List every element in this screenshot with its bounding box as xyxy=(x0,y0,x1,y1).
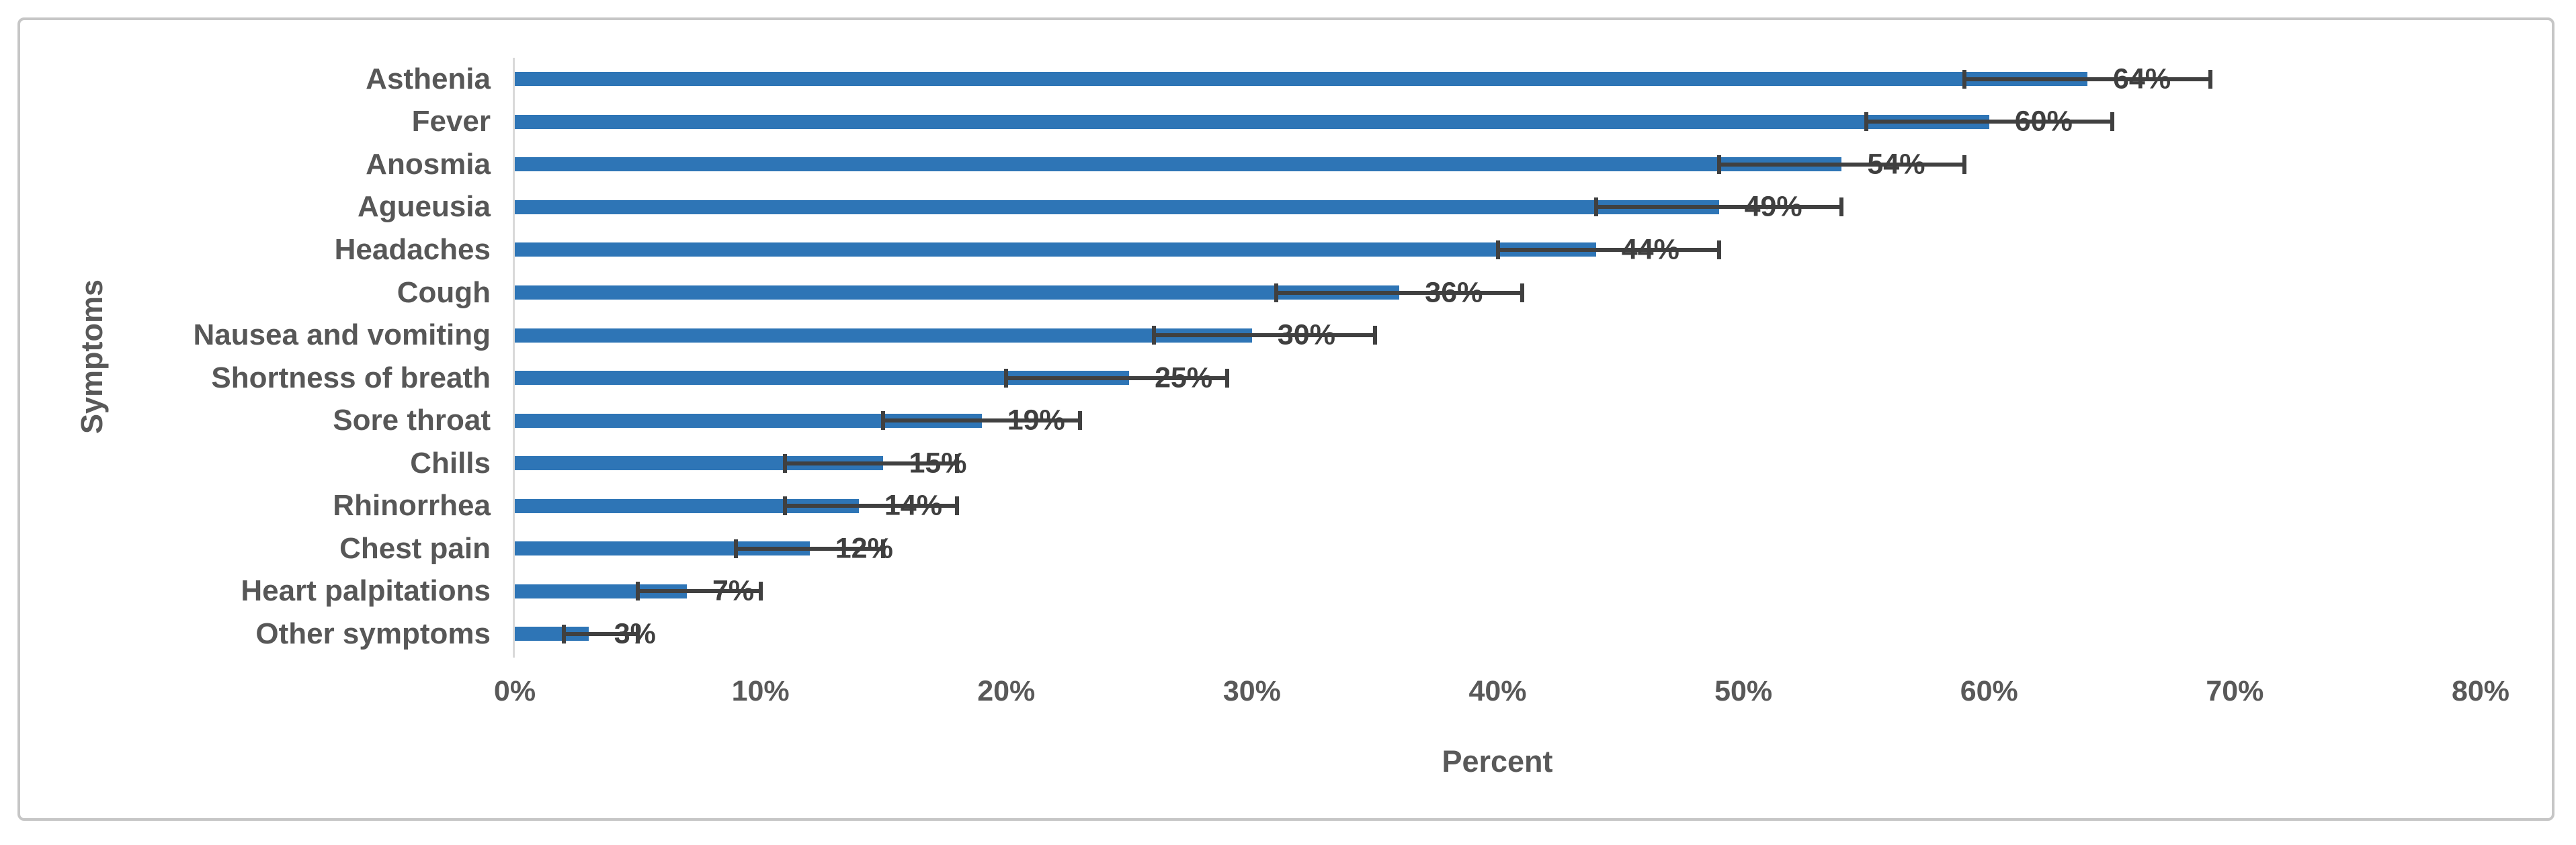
category-label: Shortness of breath xyxy=(211,361,491,394)
error-bar-high-cap xyxy=(635,624,640,643)
category-label: Anosmia xyxy=(366,147,491,181)
category-label: Fever xyxy=(411,105,491,138)
bar xyxy=(515,285,1400,300)
data-label: 49% xyxy=(1744,190,1802,223)
error-bar-low-cap xyxy=(1593,197,1598,217)
x-tick-label: 70% xyxy=(2206,675,2264,707)
x-tick-label: 20% xyxy=(977,675,1036,707)
error-bar-low-cap xyxy=(1716,154,1721,174)
x-tick-label: 60% xyxy=(1960,675,2018,707)
x-tick-label: 30% xyxy=(1222,675,1281,707)
error-bar-high-cap xyxy=(1225,368,1230,388)
bar xyxy=(515,627,589,641)
category-label: Heart palpitations xyxy=(241,574,491,608)
error-bar xyxy=(1866,120,2112,124)
category-label: Rhinorrhea xyxy=(333,489,491,523)
bar xyxy=(515,456,884,471)
error-bar-high-cap xyxy=(1520,283,1525,302)
error-bar xyxy=(1153,333,1375,338)
error-bar-high-cap xyxy=(955,496,960,516)
error-bar-low-cap xyxy=(783,453,788,473)
bar xyxy=(515,498,859,513)
error-bar-high-cap xyxy=(1839,197,1844,217)
error-bar-low-cap xyxy=(635,582,640,601)
x-tick-label: 10% xyxy=(731,675,790,707)
error-bar xyxy=(1276,290,1523,295)
category-label: Nausea and vomiting xyxy=(193,318,491,352)
error-bar-high-cap xyxy=(1716,240,1721,259)
category-label: Agueusia xyxy=(357,190,491,224)
error-bar xyxy=(883,418,1080,423)
data-label: 3% xyxy=(614,617,656,650)
error-bar-low-cap xyxy=(1004,368,1009,388)
error-bar xyxy=(736,546,884,551)
error-bar-low-cap xyxy=(1864,112,1868,132)
error-bar-high-cap xyxy=(1077,411,1082,431)
error-bar-low-cap xyxy=(783,496,788,516)
data-label: 36% xyxy=(1425,276,1483,309)
category-label: Headaches xyxy=(334,232,491,266)
x-tick-label: 80% xyxy=(2451,675,2510,707)
error-bar-high-cap xyxy=(2208,69,2212,89)
error-bar-high-cap xyxy=(881,539,886,558)
data-label: 64% xyxy=(2113,62,2171,95)
error-bar xyxy=(1964,77,2210,81)
error-bar-low-cap xyxy=(1151,326,1156,345)
data-label: 44% xyxy=(1621,233,1679,266)
error-bar xyxy=(637,589,761,594)
category-label: Asthenia xyxy=(366,62,491,95)
error-bar xyxy=(1595,205,1842,210)
bar xyxy=(515,242,1596,257)
data-label: 15% xyxy=(909,447,967,480)
error-bar-low-cap xyxy=(562,624,567,643)
bar xyxy=(515,413,982,428)
error-bar-low-cap xyxy=(734,539,739,558)
error-bar xyxy=(1718,162,1965,167)
error-bar xyxy=(1497,247,1719,252)
category-axis-line xyxy=(513,58,515,658)
data-label: 12% xyxy=(835,532,893,565)
data-label: 7% xyxy=(712,574,755,607)
category-label: Sore throat xyxy=(333,404,491,437)
error-bar-high-cap xyxy=(955,453,960,473)
error-bar xyxy=(564,631,638,636)
bar xyxy=(515,328,1252,343)
category-label: Chills xyxy=(410,446,491,480)
error-bar-low-cap xyxy=(1274,283,1279,302)
category-label: Cough xyxy=(397,275,491,309)
error-bar xyxy=(785,461,958,465)
error-bar-high-cap xyxy=(758,582,763,601)
x-tick-label: 0% xyxy=(493,675,536,707)
category-label: Other symptoms xyxy=(255,617,491,650)
error-bar-high-cap xyxy=(1372,326,1377,345)
x-tick-label: 50% xyxy=(1714,675,1773,707)
error-bar xyxy=(785,504,958,508)
bar xyxy=(515,371,1130,386)
bar xyxy=(515,114,1989,129)
data-label: 19% xyxy=(1007,404,1065,437)
data-label: 30% xyxy=(1277,318,1335,351)
data-label: 54% xyxy=(1867,148,1925,181)
bar xyxy=(515,584,687,598)
error-bar-high-cap xyxy=(2110,112,2114,132)
data-label: 25% xyxy=(1155,361,1213,394)
bar xyxy=(515,199,1719,214)
bar xyxy=(515,72,2087,87)
x-tick-label: 40% xyxy=(1468,675,1527,707)
error-bar-low-cap xyxy=(1962,69,1967,89)
category-label: Chest pain xyxy=(339,531,491,565)
data-label: 14% xyxy=(884,489,942,522)
error-bar-high-cap xyxy=(1962,154,1967,174)
x-axis-title: Percent xyxy=(1442,744,1553,779)
error-bar xyxy=(1006,375,1228,380)
data-label: 60% xyxy=(2014,105,2073,138)
chart-frame xyxy=(17,17,2554,821)
error-bar-low-cap xyxy=(1495,240,1500,259)
error-bar-low-cap xyxy=(881,411,886,431)
bar xyxy=(515,157,1842,172)
